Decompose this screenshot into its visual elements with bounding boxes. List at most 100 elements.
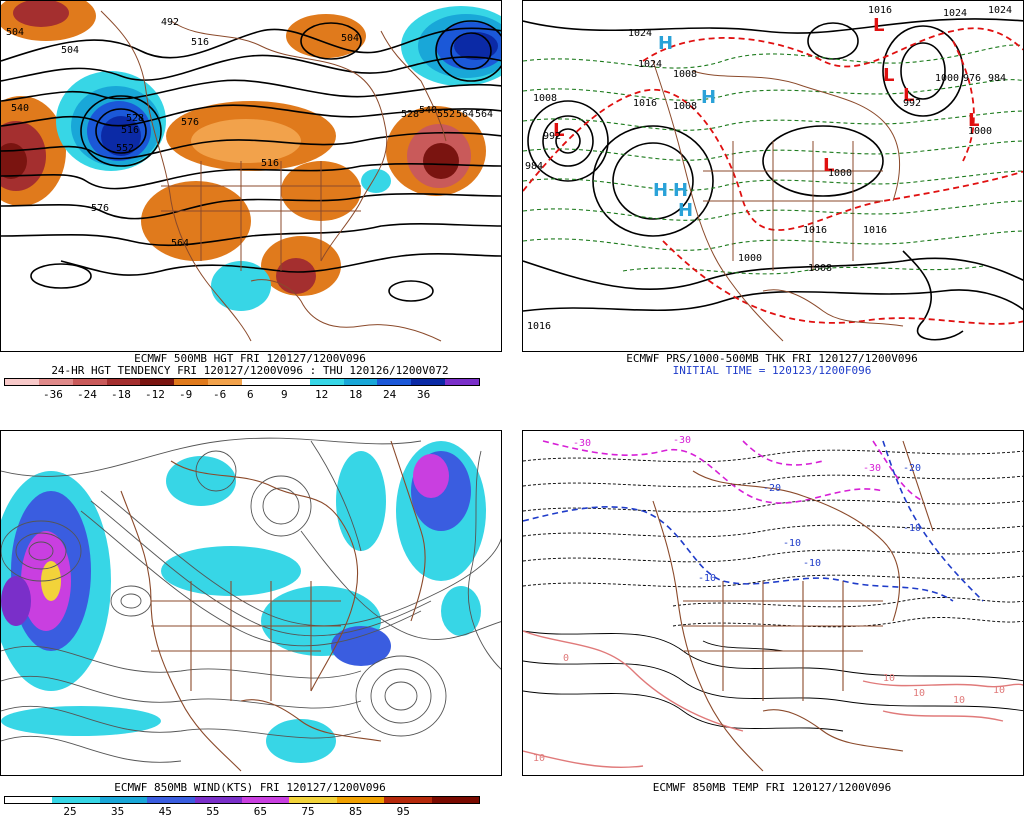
isobar-label: 1000 — [968, 126, 992, 137]
map-frame-850mb-temp: -30 -30 -20 -20 -10 -10 -10 0 10 10 10 1… — [522, 430, 1024, 776]
isobar-label: 1016 — [527, 321, 551, 332]
contour-label: 504 — [6, 27, 24, 38]
panel-850mb-wind: ECMWF 850MB WIND(KTS) FRI 120127/1200V09… — [0, 430, 502, 820]
colorbar-swatch — [411, 379, 446, 385]
isotherm-label: 10 — [913, 688, 925, 699]
colorbar-label: -24 — [77, 388, 97, 401]
colorbar-label: 85 — [349, 805, 363, 818]
low-pressure-symbol: L — [903, 85, 914, 106]
contour-label: 516 — [121, 125, 139, 136]
isobar-label: 1000 — [738, 253, 762, 264]
colorbar-label: -36 — [43, 388, 63, 401]
colorbar-swatch — [275, 379, 310, 385]
low-pressure-symbol: L — [873, 15, 884, 36]
colorbar-label: 35 — [111, 805, 125, 818]
isotherm-0 — [523, 630, 1023, 769]
contour-label: 552 — [116, 143, 134, 154]
isobar-label: 1024 — [943, 8, 967, 19]
colorbar-swatch — [289, 797, 337, 803]
contour-label: 552 — [437, 109, 455, 120]
isotherm-label: -10 — [698, 573, 716, 584]
colorbar-label: -18 — [111, 388, 131, 401]
colorbar-swatch — [377, 379, 412, 385]
isobar-label: 1024 — [628, 28, 652, 39]
colorbar-swatch — [242, 797, 290, 803]
colorbar-850mb-wind — [4, 796, 480, 804]
isobar-label: 1024 — [638, 59, 662, 70]
colorbar-swatch — [38, 379, 73, 385]
wind-speed-shading — [1, 441, 486, 763]
coastlines — [652, 60, 904, 342]
colorbar-swatch — [336, 797, 385, 803]
colorbar-label: -9 — [179, 388, 193, 401]
colorbar-label: 24 — [383, 388, 397, 401]
isobar-label: 1016 — [863, 225, 887, 236]
isotherm-label: 0 — [563, 653, 569, 664]
colorbar-swatch — [431, 797, 480, 803]
colorbar-swatch — [99, 797, 148, 803]
isotherm-labels: -30 -30 -20 -20 -10 -10 -10 0 10 10 10 1… — [533, 435, 1005, 764]
coastlines — [120, 440, 426, 772]
colorbar-label: 6 — [247, 388, 254, 401]
colorbar-swatch — [208, 379, 243, 385]
colorbar-500mb-labels: -36 -24 -18 -12 -9 -6 6 9 12 18 24 36 — [0, 389, 500, 403]
caption-500mb-height: ECMWF 500MB HGT FRI 120127/1200V096 — [134, 352, 366, 365]
colorbar-850mb-wind-labels: 25 35 45 55 65 75 85 95 — [0, 806, 500, 820]
colorbar-swatch — [174, 379, 209, 385]
caption-500mb-tendency: 24-HR HGT TENDENCY FRI 120127/1200V096 :… — [51, 364, 449, 377]
isobar-label: 1008 — [673, 69, 697, 80]
isotherm-label: -30 — [673, 435, 691, 446]
colorbar-swatch — [140, 379, 175, 385]
map-frame-500mb: 492 504 516 528 540 552 564 576 516 504 … — [0, 0, 502, 352]
thickness-contours — [523, 44, 1023, 275]
colorbar-label: 12 — [315, 388, 329, 401]
contour-label: 504 — [341, 33, 359, 44]
isotherm-label: -10 — [803, 558, 821, 569]
colorbar-swatch — [445, 379, 480, 385]
caption-initial-time: INITIAL TIME = 120123/1200F096 — [672, 364, 872, 377]
low-pressure-symbol: L — [968, 110, 979, 131]
isobar-label: 1008 — [673, 101, 697, 112]
coastlines — [100, 10, 447, 342]
colorbar-swatch — [343, 379, 378, 385]
isotherm-label: -30 — [863, 463, 881, 474]
colorbar-500mb-tendency — [4, 378, 480, 386]
colorbar-swatch — [309, 379, 344, 385]
coastlines — [652, 440, 934, 772]
contour-label: 492 — [161, 17, 179, 28]
isotherms-warm — [523, 630, 1023, 732]
panel-500mb-height: 492 504 516 528 540 552 564 576 516 504 … — [0, 0, 502, 410]
colorbar-swatch — [72, 379, 107, 385]
isobar-label: 1008 — [533, 93, 557, 104]
caption-850mb-temp: ECMWF 850MB TEMP FRI 120127/1200V096 — [652, 781, 892, 794]
colorbar-swatch — [194, 797, 243, 803]
low-pressure-symbol: L — [553, 120, 564, 141]
high-pressure-symbol: H — [658, 33, 673, 54]
panel-850mb-temp: -30 -30 -20 -20 -10 -10 -10 0 10 10 10 1… — [522, 430, 1024, 819]
isobar-label: 1016 — [803, 225, 827, 236]
isobar-label: 976 — [963, 73, 981, 84]
contour-label: 540 — [419, 105, 437, 116]
isobar-label: 1016 — [633, 98, 657, 109]
colorbar-label: 75 — [301, 805, 315, 818]
isotherm-label: -10 — [903, 523, 921, 534]
contour-label: 528 — [126, 113, 144, 124]
isotherm-label: -10 — [783, 538, 801, 549]
contour-label: 516 — [191, 37, 209, 48]
isotherm-20 — [523, 440, 984, 602]
isotherms-cold — [523, 449, 1023, 628]
contour-label: 564 — [171, 238, 189, 249]
colorbar-label: 95 — [396, 805, 410, 818]
isobar-label: 1008 — [808, 263, 832, 274]
colorbar-swatch — [242, 379, 276, 385]
colorbar-swatch — [147, 797, 195, 803]
high-pressure-symbol: H — [678, 200, 693, 221]
map-frame-850mb-wind — [0, 430, 502, 776]
isobar-label: 1000 — [935, 73, 959, 84]
contour-label: 516 — [261, 158, 279, 169]
isotherm-label: -30 — [573, 438, 591, 449]
high-pressure-symbol: H — [673, 180, 688, 201]
isotherm-label: 10 — [953, 695, 965, 706]
colorbar-swatch — [384, 797, 432, 803]
contour-height-labels: 492 504 516 528 540 552 564 576 516 504 … — [6, 17, 493, 249]
